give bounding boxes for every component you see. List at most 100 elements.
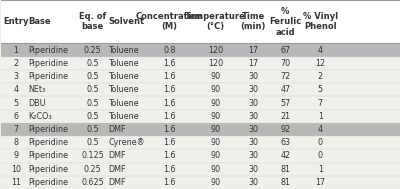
Text: 0.25: 0.25	[84, 165, 102, 174]
Text: 90: 90	[210, 178, 220, 187]
Text: 90: 90	[210, 85, 220, 94]
Text: 7: 7	[14, 125, 19, 134]
Text: Base: Base	[29, 17, 51, 26]
Text: 10: 10	[11, 165, 21, 174]
Text: K₂CO₃: K₂CO₃	[29, 112, 52, 121]
Text: 0.25: 0.25	[84, 46, 102, 55]
Text: DMF: DMF	[108, 151, 126, 160]
Text: 0.5: 0.5	[86, 98, 99, 108]
Text: DMF: DMF	[108, 165, 126, 174]
Text: DBU: DBU	[29, 98, 46, 108]
Text: 1.6: 1.6	[163, 125, 176, 134]
Text: 0: 0	[318, 151, 323, 160]
Text: 0: 0	[318, 138, 323, 147]
Text: Solvent: Solvent	[108, 17, 144, 26]
Text: 1.6: 1.6	[163, 112, 176, 121]
Text: 90: 90	[210, 151, 220, 160]
Text: 0.5: 0.5	[86, 59, 99, 68]
Text: 0.8: 0.8	[163, 46, 176, 55]
Text: 90: 90	[210, 125, 220, 134]
Text: 1: 1	[318, 112, 323, 121]
Text: % Vinyl
Phenol: % Vinyl Phenol	[303, 12, 338, 31]
Text: 90: 90	[210, 98, 220, 108]
Text: 2: 2	[14, 59, 19, 68]
Text: 30: 30	[248, 72, 258, 81]
Text: 17: 17	[315, 178, 325, 187]
Text: Piperidine: Piperidine	[29, 125, 69, 134]
Text: 120: 120	[208, 59, 223, 68]
Text: 81: 81	[280, 165, 290, 174]
Text: 0.125: 0.125	[82, 151, 104, 160]
Text: 30: 30	[248, 178, 258, 187]
Bar	[1, 43, 400, 57]
Text: Piperidine: Piperidine	[29, 72, 69, 81]
Text: Toluene: Toluene	[108, 46, 139, 55]
Text: Entry: Entry	[3, 17, 29, 26]
Text: 30: 30	[248, 138, 258, 147]
Text: 92: 92	[280, 125, 290, 134]
Text: Toluene: Toluene	[108, 59, 139, 68]
Text: 90: 90	[210, 112, 220, 121]
Text: Piperidine: Piperidine	[29, 151, 69, 160]
Text: DMF: DMF	[108, 178, 126, 187]
Text: 1.6: 1.6	[163, 98, 176, 108]
Text: Piperidine: Piperidine	[29, 165, 69, 174]
Text: DMF: DMF	[108, 125, 126, 134]
Text: 0.5: 0.5	[86, 85, 99, 94]
Text: Toluene: Toluene	[108, 72, 139, 81]
Text: 47: 47	[280, 85, 290, 94]
Text: 1.6: 1.6	[163, 59, 176, 68]
Text: Piperidine: Piperidine	[29, 178, 69, 187]
Text: 8: 8	[14, 138, 18, 147]
Text: 6: 6	[14, 112, 18, 121]
Text: 17: 17	[248, 59, 258, 68]
Text: Piperidine: Piperidine	[29, 46, 69, 55]
Text: 17: 17	[248, 46, 258, 55]
Text: 3: 3	[14, 72, 18, 81]
Text: 1.6: 1.6	[163, 165, 176, 174]
Text: 0.5: 0.5	[86, 138, 99, 147]
Text: 5: 5	[14, 98, 19, 108]
Bar	[1, 0, 400, 43]
Text: 1: 1	[14, 46, 18, 55]
Bar	[1, 123, 400, 136]
Text: 0.625: 0.625	[82, 178, 104, 187]
Text: 30: 30	[248, 151, 258, 160]
Text: 2: 2	[318, 72, 323, 81]
Text: 90: 90	[210, 165, 220, 174]
Text: Time
(min): Time (min)	[241, 12, 266, 31]
Text: %
Ferulic
acid: % Ferulic acid	[269, 7, 302, 37]
Text: 57: 57	[280, 98, 290, 108]
Text: 11: 11	[11, 178, 21, 187]
Text: 30: 30	[248, 125, 258, 134]
Text: 4: 4	[14, 85, 18, 94]
Text: Toluene: Toluene	[108, 112, 139, 121]
Text: 7: 7	[318, 98, 323, 108]
Text: 30: 30	[248, 112, 258, 121]
Text: 42: 42	[280, 151, 290, 160]
Text: 1.6: 1.6	[163, 178, 176, 187]
Text: Concentration
(M): Concentration (M)	[136, 12, 203, 31]
Text: 12: 12	[315, 59, 325, 68]
Text: Toluene: Toluene	[108, 98, 139, 108]
Text: 90: 90	[210, 72, 220, 81]
Text: 9: 9	[14, 151, 19, 160]
Text: Piperidine: Piperidine	[29, 59, 69, 68]
Text: 0.5: 0.5	[86, 112, 99, 121]
Text: Eq. of
base: Eq. of base	[79, 12, 106, 31]
Text: 120: 120	[208, 46, 223, 55]
Text: Temperature
(°C): Temperature (°C)	[185, 12, 246, 31]
Text: 1.6: 1.6	[163, 85, 176, 94]
Text: 72: 72	[280, 72, 290, 81]
Text: NEt₃: NEt₃	[29, 85, 46, 94]
Text: 4: 4	[318, 125, 323, 134]
Text: 1.6: 1.6	[163, 151, 176, 160]
Text: 5: 5	[318, 85, 323, 94]
Text: 1.6: 1.6	[163, 72, 176, 81]
Text: 4: 4	[318, 46, 323, 55]
Text: 81: 81	[280, 178, 290, 187]
Text: 0.5: 0.5	[86, 72, 99, 81]
Text: 63: 63	[280, 138, 290, 147]
Text: 67: 67	[280, 46, 290, 55]
Text: Toluene: Toluene	[108, 85, 139, 94]
